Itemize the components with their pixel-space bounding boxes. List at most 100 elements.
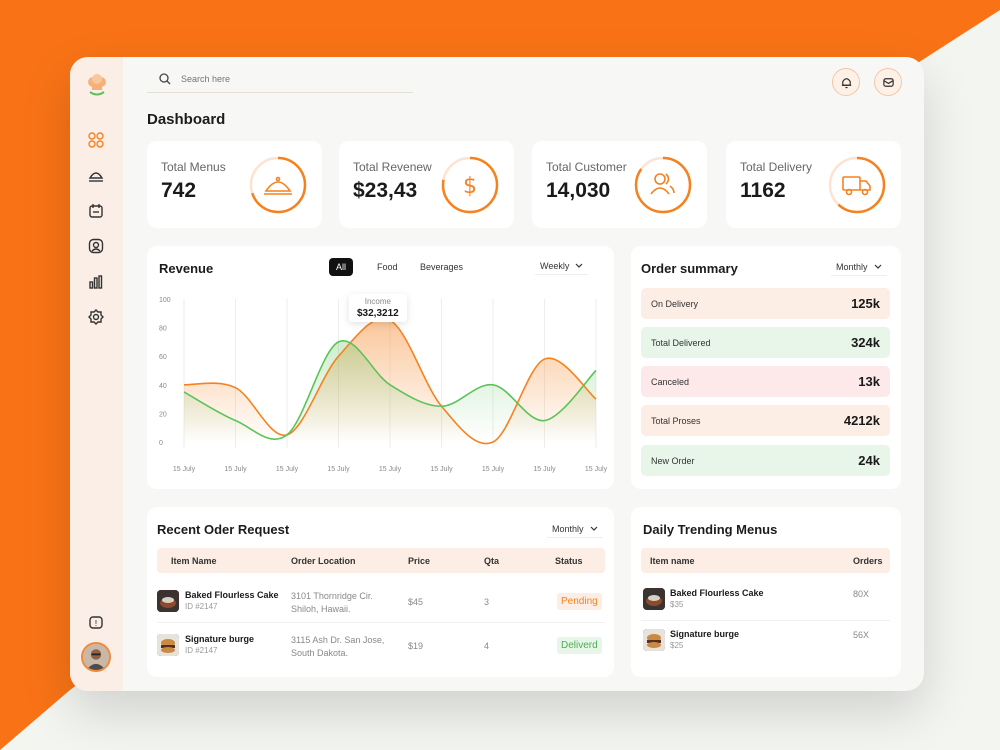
location-line: Shiloh, Hawaii.: [291, 604, 351, 614]
location-line: South Dakota.: [291, 648, 349, 658]
search-bar[interactable]: [147, 65, 413, 93]
summary-row-new-order[interactable]: New Order 24k: [641, 445, 890, 476]
x-tick-label: 15 July: [533, 466, 556, 473]
item-id: ID #2147: [185, 646, 218, 655]
dish-icon[interactable]: [86, 165, 106, 185]
food-thumbnail: [643, 588, 665, 610]
stat-value: 742: [161, 179, 197, 202]
stat-card-menus[interactable]: Total Menus 742: [147, 141, 322, 228]
quantity: 3: [484, 597, 490, 607]
status-badge: Pending: [557, 593, 602, 610]
avatar[interactable]: [81, 642, 111, 672]
order-count: 56X: [853, 630, 870, 640]
mail-icon: [882, 77, 894, 87]
stat-value: 1162: [740, 179, 786, 202]
summary-row-total-delivered[interactable]: Total Delivered 324k: [641, 327, 890, 358]
stat-card-revenue[interactable]: Total Revenew $23,43 $: [339, 141, 514, 228]
y-tick-label: 0: [159, 440, 163, 447]
location-line: 3101 Thornridge Cir.: [291, 591, 373, 601]
chef-logo-icon[interactable]: [84, 73, 110, 99]
stat-card-delivery[interactable]: Total Delivery 1162: [726, 141, 901, 228]
summary-row-canceled[interactable]: Canceled 13k: [641, 366, 890, 397]
filter-food[interactable]: Food: [377, 262, 398, 272]
tooltip-value: $32,3212: [357, 308, 399, 319]
recent-orders-panel: Recent Oder Request Monthly Item Name Or…: [147, 507, 614, 677]
svg-text:$: $: [463, 174, 477, 199]
food-thumbnail: [157, 634, 179, 656]
grid-icon[interactable]: [86, 130, 106, 150]
summary-label: On Delivery: [651, 298, 699, 309]
notification-button[interactable]: [832, 68, 860, 96]
page-title: Dashboard: [147, 111, 226, 128]
table-row[interactable]: Signature burge ID #2147 3115 Ash Dr. Sa…: [157, 624, 605, 668]
trending-panel: Daily Trending Menus Item name Orders Ba…: [631, 507, 901, 677]
col-order-location: Order Location: [291, 556, 356, 566]
stat-card-customers[interactable]: Total Customer 14,030: [532, 141, 707, 228]
col-item-name: Item Name: [171, 556, 217, 566]
y-tick-label: 40: [159, 383, 167, 390]
chevron-down-icon: [590, 526, 597, 531]
filter-all[interactable]: All: [329, 258, 354, 276]
cloche-icon: [249, 156, 307, 214]
truck-icon: [828, 156, 886, 214]
dropdown-value: Monthly: [552, 524, 584, 534]
summary-row-total-proses[interactable]: Total Proses 4212k: [641, 405, 890, 436]
stat-value: 14,030: [546, 179, 611, 202]
summary-value: 4212k: [843, 413, 880, 428]
calendar-icon[interactable]: [86, 201, 106, 221]
order-summary-dropdown[interactable]: Monthly: [831, 259, 887, 276]
item-id: ID #2147: [185, 602, 218, 611]
item-price: $35: [670, 600, 684, 609]
revenue-period-dropdown[interactable]: Weekly: [535, 258, 589, 275]
gear-icon[interactable]: [86, 307, 106, 327]
col-price: Price: [408, 556, 431, 566]
price: $45: [408, 597, 424, 607]
revenue-panel: Revenue All Food Beverages Weekly 0 20 40 6…: [147, 246, 614, 489]
summary-label: New Order: [651, 455, 695, 466]
bell-icon: [841, 77, 851, 88]
app-window: ! Dashboard Total Menus 742 Tot: [70, 57, 924, 691]
revenue-chart: 0 20 40 60 80 100 15 July 15 July 15 July 15 July…: [159, 297, 608, 473]
recent-orders-title: Recent Oder Request: [157, 522, 290, 537]
revenue-title: Revenue: [159, 261, 214, 276]
search-icon: [159, 72, 171, 84]
inbox-button[interactable]: [874, 68, 902, 96]
search-input[interactable]: [181, 73, 381, 84]
order-summary-panel: Order summary Monthly On Delivery 125k T…: [631, 246, 901, 489]
sidebar: !: [70, 57, 123, 691]
table-row[interactable]: Baked Flourless Cake ID #2147 3101 Thorn…: [157, 579, 605, 623]
x-tick-label: 15 July: [430, 466, 453, 473]
x-tick-label: 15 July: [327, 466, 350, 473]
help-icon[interactable]: !: [86, 613, 106, 633]
filter-beverages[interactable]: Beverages: [420, 262, 464, 272]
x-tick-label: 15 July: [482, 466, 505, 473]
item-price: $25: [670, 641, 684, 650]
col-orders: Orders: [853, 556, 883, 566]
summary-value: 24k: [858, 453, 880, 468]
list-item[interactable]: Baked Flourless Cake $35 80X: [641, 581, 890, 621]
chevron-down-icon: [575, 263, 583, 268]
svg-text:!: !: [94, 619, 97, 628]
trending-title: Daily Trending Menus: [643, 522, 778, 537]
tooltip-label: Income: [364, 297, 391, 306]
table-header: Item name Orders: [641, 548, 890, 573]
list-item[interactable]: Signature burge $25 56X: [641, 622, 890, 662]
dropdown-value: Weekly: [540, 261, 570, 271]
col-status: Status: [555, 556, 583, 566]
summary-label: Total Delivered: [651, 337, 711, 348]
dropdown-value: Monthly: [836, 262, 868, 272]
user-icon[interactable]: [86, 236, 106, 256]
dollar-icon: $: [441, 156, 499, 214]
location-line: 3115 Ash Dr. San Jose,: [291, 635, 385, 645]
stat-label: Total Customer: [546, 160, 627, 174]
summary-row-on-delivery[interactable]: On Delivery 125k: [641, 288, 890, 319]
recent-orders-dropdown[interactable]: Monthly: [547, 521, 603, 538]
chart-tooltip: Income $32,3212: [349, 294, 407, 322]
customers-icon: [634, 156, 692, 214]
summary-value: 324k: [851, 335, 880, 350]
y-tick-label: 100: [159, 297, 171, 304]
y-tick-label: 20: [159, 411, 167, 418]
quantity: 4: [484, 641, 490, 651]
chart-icon[interactable]: [86, 272, 106, 292]
food-thumbnail: [643, 629, 665, 651]
